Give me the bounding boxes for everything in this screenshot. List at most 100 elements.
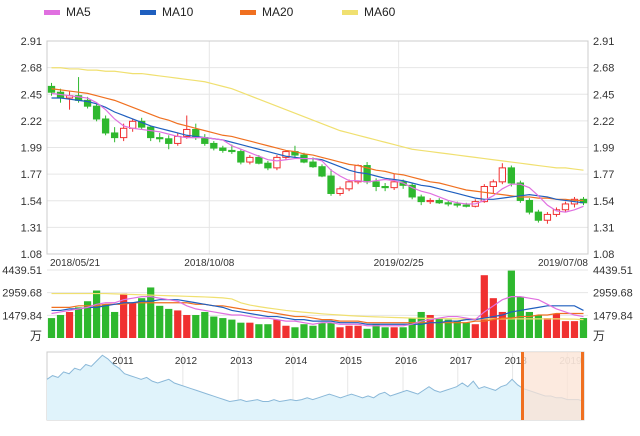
volume-bar	[498, 311, 506, 338]
volume-y-tick-left: 4439.51	[2, 265, 42, 277]
price-y-tick-right: 2.22	[593, 116, 614, 128]
volume-bar	[543, 318, 552, 338]
legend-item-ma10[interactable]: MA10	[140, 5, 193, 19]
volume-bar	[390, 327, 398, 338]
candle	[444, 200, 452, 207]
navigator-year-label: 2013	[230, 356, 253, 367]
candle-body	[318, 166, 326, 177]
candle	[174, 132, 182, 146]
price-ma60-line	[51, 67, 584, 171]
navigator-year-label: 2016	[395, 356, 418, 367]
volume-grid	[47, 269, 588, 316]
volume-y-tick-left: 2959.68	[2, 288, 42, 300]
legend-item-ma5[interactable]: MA5	[44, 5, 91, 19]
volume-bar	[471, 324, 479, 338]
legend-item-ma60[interactable]: MA60	[342, 5, 395, 19]
navigator-year-label: 2011	[112, 356, 134, 367]
candle	[534, 209, 543, 223]
candle	[561, 201, 570, 213]
legend-swatch-ma60	[342, 9, 358, 15]
candle-body	[345, 181, 353, 190]
price-ma20-line	[51, 88, 584, 202]
legend-item-ma20[interactable]: MA20	[240, 5, 293, 19]
price-y-tick-right: 1.31	[593, 222, 614, 234]
candle-body	[309, 161, 317, 168]
candle	[147, 125, 155, 142]
candle	[435, 198, 443, 204]
price-y-tick-left: 1.31	[21, 222, 42, 234]
price-y-tick-left: 2.45	[21, 89, 42, 101]
legend-label-ma10: MA10	[162, 5, 194, 19]
volume-bar	[156, 305, 164, 338]
price-y-tick-right: 1.54	[593, 196, 614, 208]
volume-bar	[255, 324, 263, 338]
volume-bar	[92, 290, 101, 338]
candle-body	[174, 135, 182, 144]
volume-bar	[219, 318, 227, 338]
volume-bar	[525, 311, 533, 338]
candle-body	[327, 175, 335, 194]
candle-body	[408, 184, 416, 198]
candle-body	[534, 211, 543, 221]
volume-bars	[47, 270, 588, 338]
price-x-label: 2018/10/08	[184, 258, 234, 269]
legend-label-ma60: MA60	[364, 5, 396, 19]
candle-body	[264, 162, 272, 169]
candle	[507, 165, 516, 187]
candle	[201, 134, 209, 146]
candle-body	[83, 99, 92, 107]
volume-ma10-line	[51, 299, 584, 325]
volume-bar	[570, 321, 579, 338]
navigator-line	[46, 354, 585, 403]
volume-bar	[129, 302, 137, 338]
price-y-tick-right: 2.45	[593, 89, 614, 101]
price-y-tick-right: 1.99	[593, 143, 614, 155]
volume-bar	[507, 270, 515, 338]
navigator-year-label: 2012	[175, 356, 198, 367]
volume-bar	[273, 319, 281, 338]
volume-bar	[426, 315, 434, 338]
price-y-tick-left: 2.91	[21, 36, 42, 48]
candle-body	[435, 199, 443, 204]
volume-ma20-line	[51, 302, 584, 324]
price-y-tick-left: 1.77	[21, 169, 42, 181]
volume-bar	[489, 298, 497, 338]
candle-body	[156, 137, 164, 140]
candle	[246, 155, 254, 165]
candle	[525, 198, 534, 215]
legend-swatch-ma20	[240, 9, 256, 15]
price-y-tick-right: 2.91	[593, 36, 614, 48]
price-y-tick-right: 1.77	[593, 169, 614, 181]
candle	[408, 183, 416, 200]
candle-body	[273, 156, 281, 169]
navigator-year-label: 2018	[505, 356, 528, 367]
candle-body	[453, 203, 461, 206]
price-y-tick-left: 1.99	[21, 143, 42, 155]
navigator-handle-right[interactable]	[581, 352, 584, 420]
candle-body	[516, 182, 525, 201]
candle	[489, 179, 497, 194]
candle-body	[237, 151, 245, 163]
volume-bar	[372, 324, 380, 338]
volume-bar	[318, 322, 326, 338]
candle	[237, 149, 245, 165]
volume-bar	[228, 319, 236, 338]
price-y-tick-left: 2.68	[21, 63, 42, 75]
price-x-label: 2019/02/25	[374, 258, 424, 269]
navigator-handle-left[interactable]	[521, 352, 524, 420]
candle-body	[552, 209, 561, 215]
volume-bar	[453, 321, 461, 338]
candle	[56, 88, 65, 103]
navigator-area	[47, 355, 584, 420]
candle-body	[101, 118, 110, 134]
price-x-label: 2018/05/21	[50, 258, 100, 269]
navigator-year-label: 2014	[285, 356, 308, 367]
candle	[426, 198, 434, 204]
candle-body	[372, 181, 380, 187]
volume-bar	[309, 325, 317, 338]
volume-bar	[336, 327, 344, 338]
candle-body	[119, 127, 128, 139]
candle	[336, 186, 344, 196]
candle-body	[381, 185, 389, 189]
